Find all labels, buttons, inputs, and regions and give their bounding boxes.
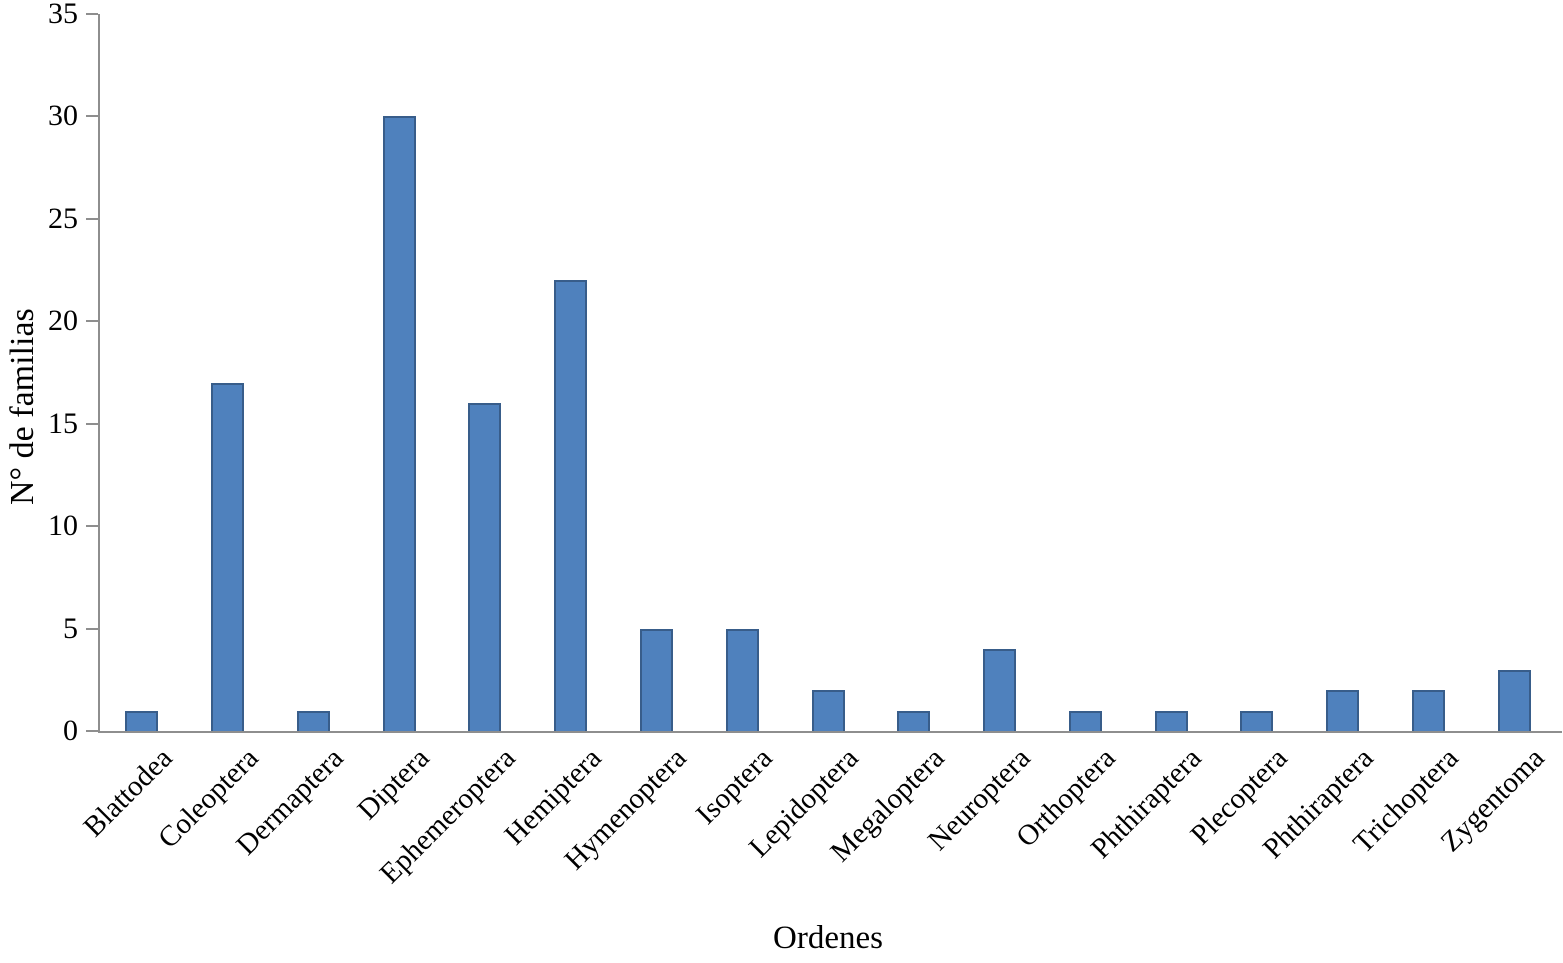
bar-coleoptera-1 xyxy=(211,382,245,731)
bar-diptera-3 xyxy=(382,116,416,731)
bar-neuroptera-10 xyxy=(983,649,1017,731)
bar-orthoptera-11 xyxy=(1068,710,1102,731)
y-tick-label: 25 xyxy=(48,201,78,235)
y-tick-label: 10 xyxy=(48,509,78,543)
y-tick-label: 35 xyxy=(48,0,78,30)
bar-megaloptera-9 xyxy=(897,710,931,731)
bar-lepidoptera-8 xyxy=(811,690,845,731)
y-tick-label: 5 xyxy=(63,611,78,645)
bar-ephemeroptera-4 xyxy=(468,403,502,731)
y-axis-tick xyxy=(86,320,98,323)
y-axis-tick xyxy=(86,627,98,630)
y-tick-label: 0 xyxy=(63,714,78,747)
x-axis-title: Ordenes xyxy=(773,920,883,956)
bar-hemiptera-5 xyxy=(554,280,588,731)
bar-dermaptera-2 xyxy=(296,710,330,731)
y-axis-tick xyxy=(86,525,98,528)
y-tick-label: 30 xyxy=(48,99,78,133)
bar-zygentoma-16 xyxy=(1497,669,1531,731)
bar-trichoptera-15 xyxy=(1411,690,1445,731)
bar-phthiraptera-12 xyxy=(1154,710,1188,731)
bar-hymenoptera-6 xyxy=(639,628,673,731)
bar-blattodea-0 xyxy=(125,710,159,731)
y-axis-tick xyxy=(86,13,98,15)
bar-isoptera-7 xyxy=(725,628,759,731)
x-axis-line xyxy=(98,731,1562,733)
y-tick-label: 20 xyxy=(48,304,78,338)
y-axis-tick xyxy=(86,422,98,425)
y-axis-tick xyxy=(86,115,98,118)
y-axis-tick xyxy=(86,217,98,220)
y-tick-label: 15 xyxy=(48,406,78,440)
bar-phthiraptera-14 xyxy=(1326,690,1360,731)
y-axis-line xyxy=(98,14,100,733)
bar-plecoptera-13 xyxy=(1240,710,1274,731)
y-axis-tick xyxy=(86,730,98,732)
